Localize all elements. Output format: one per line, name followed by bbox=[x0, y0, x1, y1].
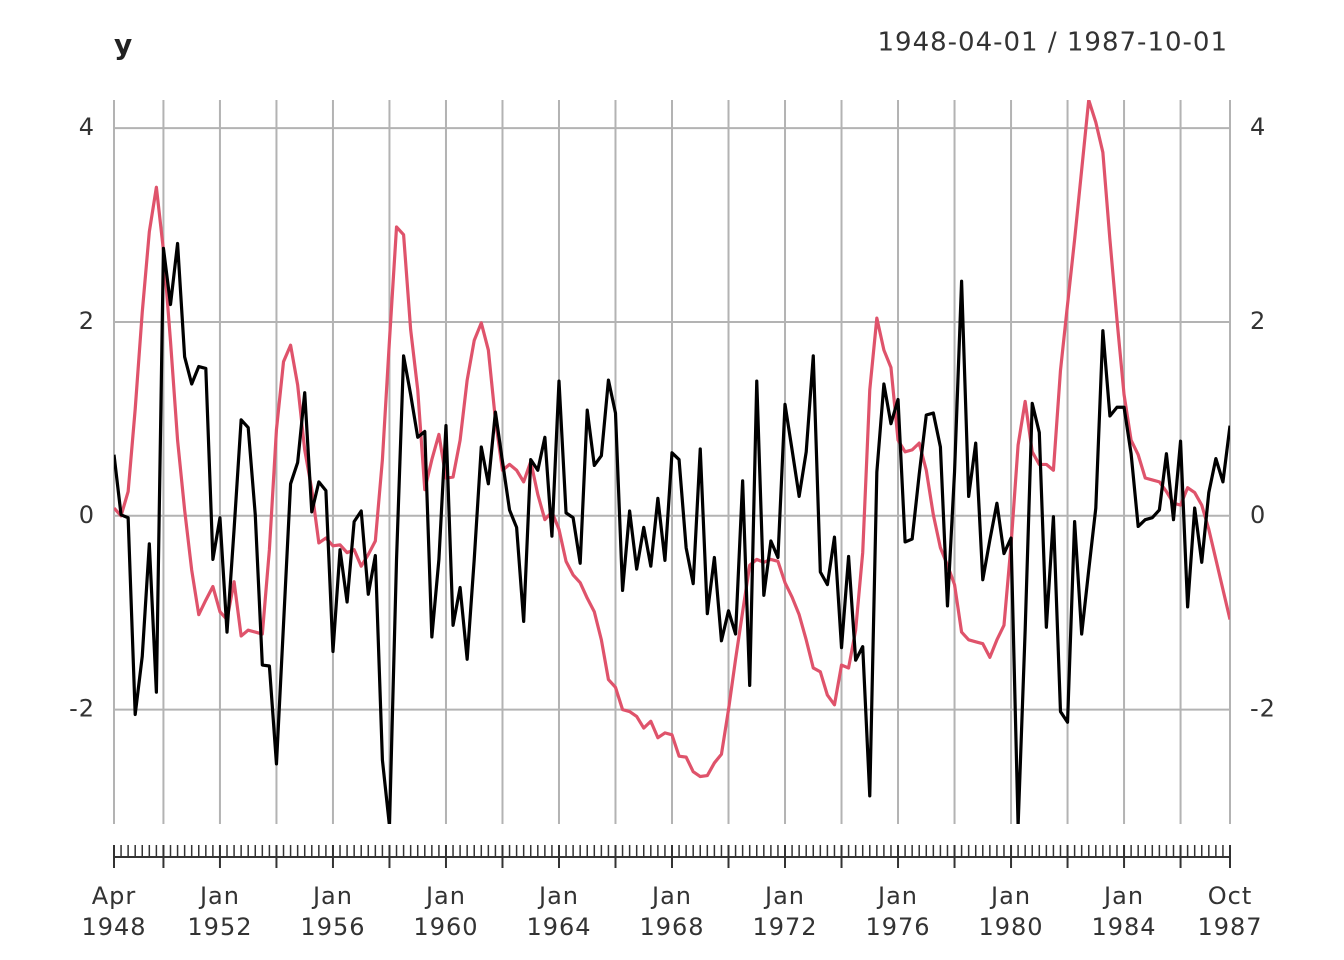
x-tick-label-line: 1987 bbox=[1197, 913, 1262, 941]
x-tick-label-line: 1968 bbox=[639, 913, 704, 941]
x-tick-label: Jan 1956 bbox=[300, 882, 365, 941]
x-tick-label-line: Jan bbox=[876, 882, 918, 910]
x-tick-label: Jan 1968 bbox=[639, 882, 704, 941]
x-tick-label: Jan 1952 bbox=[187, 882, 252, 941]
y-tick-label: -2 bbox=[69, 695, 95, 723]
x-tick-label-line: 1964 bbox=[526, 913, 591, 941]
x-tick-label-line: Jan bbox=[537, 882, 579, 910]
y-tick-label-right: 0 bbox=[1250, 501, 1266, 529]
x-tick-label-line: Apr bbox=[92, 882, 137, 910]
y-tick-label-right: 2 bbox=[1250, 307, 1266, 335]
x-tick-label-line: 1972 bbox=[752, 913, 817, 941]
y-tick-label-right: -2 bbox=[1250, 695, 1276, 723]
chart-title: y bbox=[114, 28, 133, 61]
y-tick-label-right: 4 bbox=[1250, 113, 1266, 141]
x-tick-label: Apr 1948 bbox=[81, 882, 146, 941]
y-tick-label: 2 bbox=[79, 307, 95, 335]
x-tick-label: Oct 1987 bbox=[1197, 882, 1262, 941]
y-tick-label: 0 bbox=[79, 501, 95, 529]
x-tick-label-line: 1952 bbox=[187, 913, 252, 941]
x-tick-label: Jan 1960 bbox=[413, 882, 478, 941]
x-tick-label: Jan 1980 bbox=[978, 882, 1043, 941]
x-tick-label-line: Jan bbox=[424, 882, 466, 910]
x-tick-label-line: Jan bbox=[198, 882, 240, 910]
series-line bbox=[114, 100, 1230, 779]
x-tick-label: Jan 1964 bbox=[526, 882, 591, 941]
x-tick-label-line: Jan bbox=[989, 882, 1031, 910]
x-tick-label: Jan 1976 bbox=[865, 882, 930, 941]
date-range: 1948-04-01 / 1987-10-01 bbox=[878, 28, 1229, 58]
x-tick-label-line: 1960 bbox=[413, 913, 478, 941]
x-tick-label-line: Jan bbox=[650, 882, 692, 910]
x-tick-label-line: 1956 bbox=[300, 913, 365, 941]
plot-lines bbox=[114, 100, 1230, 824]
y-tick-label: 4 bbox=[79, 113, 95, 141]
series-line bbox=[114, 241, 1230, 824]
x-tick-label-line: 1976 bbox=[865, 913, 930, 941]
x-tick-label-line: Oct bbox=[1208, 882, 1253, 910]
x-tick-label: Jan 1984 bbox=[1092, 882, 1157, 941]
x-tick-label-line: Jan bbox=[1102, 882, 1144, 910]
x-tick-label-line: Jan bbox=[311, 882, 353, 910]
x-tick-label-line: 1984 bbox=[1092, 913, 1157, 941]
x-tick-label-line: 1980 bbox=[978, 913, 1043, 941]
x-tick-label-line: 1948 bbox=[81, 913, 146, 941]
x-tick-label: Jan 1972 bbox=[752, 882, 817, 941]
x-tick-label-line: Jan bbox=[763, 882, 805, 910]
